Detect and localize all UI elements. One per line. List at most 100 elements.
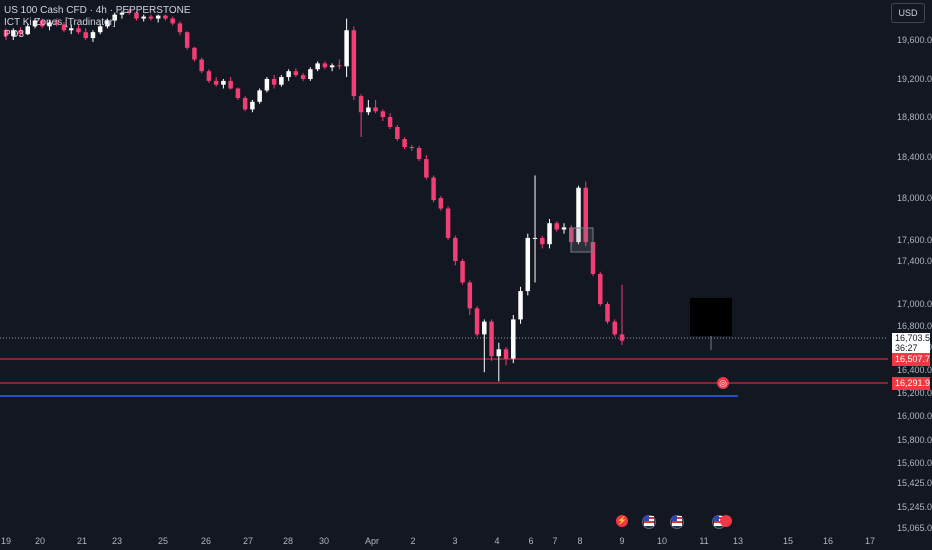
candle-body[interactable] — [518, 291, 523, 320]
candle-body[interactable] — [126, 10, 132, 13]
candle-body[interactable] — [271, 79, 277, 85]
candle-body[interactable] — [199, 59, 204, 72]
candle-body[interactable] — [337, 65, 342, 67]
candle-body[interactable] — [576, 187, 581, 243]
candle-body[interactable] — [90, 32, 96, 39]
candle-body[interactable] — [39, 20, 45, 27]
candle-body[interactable] — [598, 273, 603, 304]
lightning-icon[interactable]: ⚡ — [616, 515, 628, 527]
indicator-label[interactable]: ICT Ki Zones [Tradinator] — [4, 17, 116, 28]
candle-body[interactable] — [525, 237, 531, 292]
candle-body[interactable] — [402, 139, 407, 147]
candle-body[interactable] — [344, 30, 349, 67]
candle-body[interactable] — [83, 32, 88, 39]
candle-body[interactable] — [11, 30, 16, 37]
candle-body[interactable] — [460, 261, 465, 283]
candle-body[interactable] — [163, 15, 168, 19]
candle-body[interactable] — [300, 75, 306, 79]
candle-body[interactable] — [54, 22, 59, 25]
candle-body[interactable] — [242, 98, 248, 110]
candle-body[interactable] — [97, 26, 103, 33]
candle-body[interactable] — [532, 237, 538, 239]
time-tick-label: 20 — [34, 536, 46, 546]
time-tick-label: 17 — [864, 536, 876, 546]
candle-body[interactable] — [583, 187, 589, 243]
candle-body[interactable] — [474, 308, 480, 335]
candle-body[interactable] — [467, 282, 473, 309]
candle-body[interactable] — [192, 47, 197, 60]
us-flag-icon[interactable] — [720, 515, 732, 527]
candle-body[interactable] — [184, 32, 190, 48]
candle-body[interactable] — [503, 349, 509, 359]
candle-body[interactable] — [250, 101, 255, 110]
candle-body[interactable] — [18, 30, 23, 35]
candle-body[interactable] — [286, 71, 291, 78]
order-block-box[interactable] — [690, 298, 732, 336]
candle-body[interactable] — [141, 16, 146, 19]
candle-body[interactable] — [482, 321, 487, 335]
candle-body[interactable] — [264, 79, 270, 91]
currency-button[interactable]: USD — [891, 3, 925, 23]
candle-body[interactable] — [68, 28, 74, 31]
candle-body[interactable] — [351, 30, 357, 97]
candle-body[interactable] — [561, 227, 567, 230]
target-icon[interactable]: ◎ — [717, 377, 729, 389]
zone-box[interactable] — [570, 227, 594, 253]
candle-body[interactable] — [170, 18, 175, 24]
candle-body[interactable] — [315, 63, 320, 70]
candle-body[interactable] — [554, 223, 560, 230]
candle-body[interactable] — [61, 24, 67, 31]
candle-body[interactable] — [416, 148, 422, 160]
indicator-label-po3[interactable]: PO3 — [4, 29, 25, 40]
candle-body[interactable] — [424, 159, 429, 178]
candle-body[interactable] — [148, 16, 154, 19]
candle-body[interactable] — [373, 107, 378, 112]
candle-body[interactable] — [206, 71, 212, 81]
candle-body[interactable] — [293, 71, 299, 76]
candle-body[interactable] — [496, 349, 502, 357]
candle-body[interactable] — [308, 69, 313, 79]
candle-body[interactable] — [112, 14, 117, 21]
candle-body[interactable] — [619, 334, 625, 341]
candle-body[interactable] — [612, 321, 617, 335]
candle-body[interactable] — [547, 223, 552, 245]
candle-body[interactable] — [445, 208, 451, 238]
candle-body[interactable] — [511, 319, 516, 359]
candle-body[interactable] — [322, 63, 328, 68]
candle-body[interactable] — [366, 107, 371, 113]
candle-body[interactable] — [105, 20, 110, 27]
candle-body[interactable] — [540, 237, 545, 245]
candle-body[interactable] — [76, 28, 81, 33]
candle-body[interactable] — [134, 12, 139, 19]
candle-body[interactable] — [395, 127, 400, 139]
candle-body[interactable] — [119, 12, 125, 15]
candle-body[interactable] — [438, 198, 444, 209]
candle-body[interactable] — [453, 237, 458, 261]
candle-body[interactable] — [177, 23, 183, 33]
candle-body[interactable] — [32, 20, 38, 27]
candle-body[interactable] — [380, 111, 386, 117]
candle-body[interactable] — [155, 15, 161, 19]
price-tick-label: 17,000.0 — [897, 299, 932, 309]
candle-body[interactable] — [489, 321, 494, 357]
candle-body[interactable] — [409, 147, 415, 148]
us-flag-icon[interactable] — [670, 515, 684, 529]
candle-body[interactable] — [329, 65, 335, 68]
candle-body[interactable] — [213, 80, 219, 85]
candle-body[interactable] — [228, 80, 233, 89]
candle-body[interactable] — [235, 88, 241, 99]
candle-body[interactable] — [358, 96, 364, 113]
us-flag-icon[interactable] — [642, 515, 656, 529]
candle-body[interactable] — [3, 30, 9, 37]
candle-body[interactable] — [387, 117, 393, 127]
candle-body[interactable] — [279, 77, 284, 85]
candle-body[interactable] — [47, 22, 52, 27]
candle-body[interactable] — [605, 304, 610, 322]
level-tag-2: 16,291.9 — [892, 377, 930, 390]
candle-body[interactable] — [221, 80, 226, 85]
candle-body[interactable] — [590, 242, 596, 274]
candle-body[interactable] — [257, 90, 262, 102]
candle-body[interactable] — [25, 26, 30, 35]
candle-body[interactable] — [431, 177, 436, 201]
